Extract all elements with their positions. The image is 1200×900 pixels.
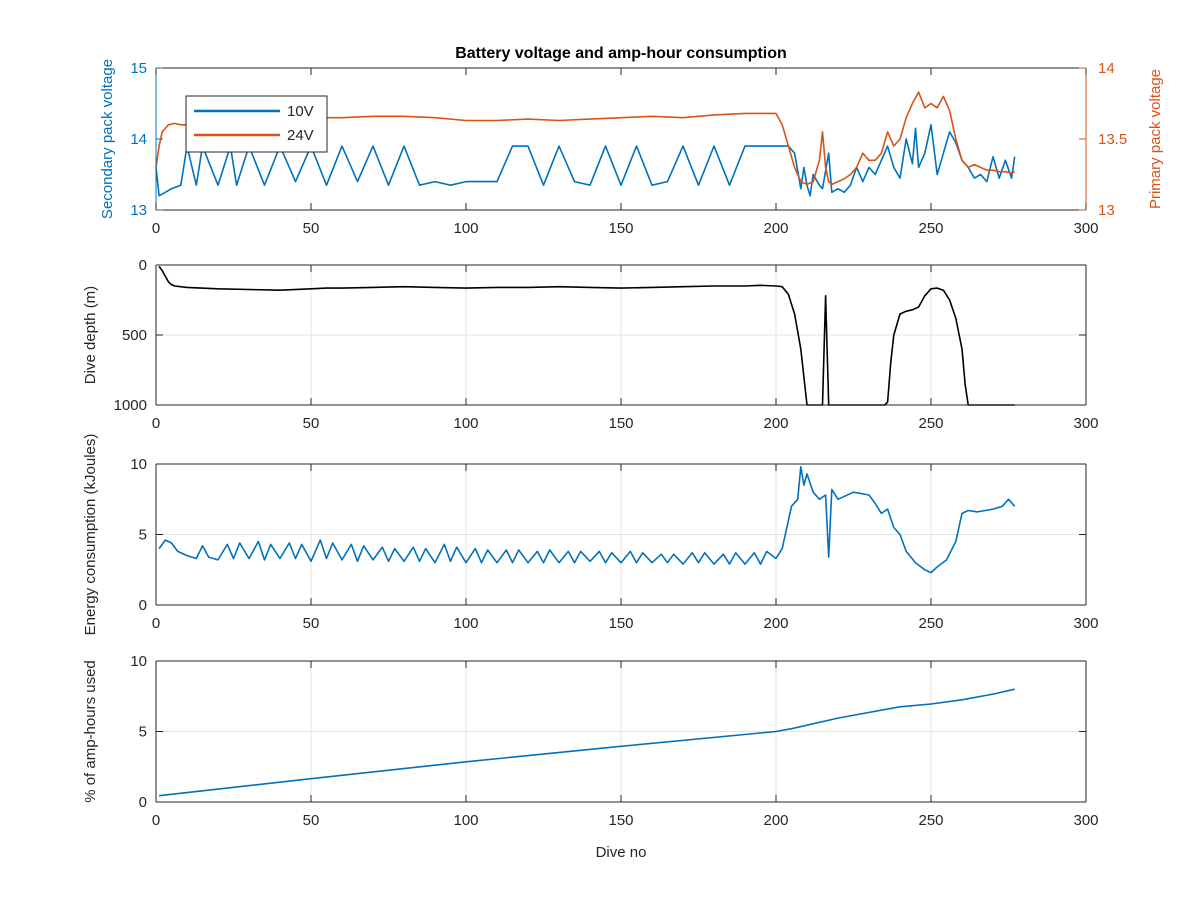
x-tick-label: 200 [763,812,788,829]
y-tick-label: 500 [122,327,147,344]
subplot-3: 0 50 100 150 200 250 300 0 5 10 Energy consumption… [82,434,1099,636]
x-tick-label: 200 [763,220,788,237]
x-tick-label: 50 [303,812,320,829]
x-tick-label: 250 [918,615,943,632]
y-tick-label: 15 [130,60,147,77]
x-tick-label: 0 [152,220,160,237]
x-tick-label: 50 [303,415,320,432]
series-line-1 [159,688,1015,797]
y-axis-label: Dive depth (m) [82,286,99,384]
x-tick-label: 200 [763,615,788,632]
x-tick-label: 250 [918,220,943,237]
x-tick-label: 300 [1073,415,1098,432]
subplot-1: 0 50 100 150 200 250 3001314151313.514Secondar… [99,59,1164,237]
series-line-24v [155,91,1016,186]
x-tick-label: 0 [152,812,160,829]
y-axis-label: Secondary pack voltage [99,59,116,219]
series-line-1 [158,465,1016,574]
y-right-tick-label: 13 [1098,202,1115,219]
legend-box [185,95,328,153]
y-tick-label: 13 [130,202,147,219]
x-tick-label: 50 [303,615,320,632]
x-tick-label: 100 [453,615,478,632]
x-axis-label: Dive no [596,844,647,861]
x-tick-label: 150 [608,220,633,237]
y-tick-label: 14 [130,131,147,148]
x-tick-label: 300 [1073,615,1098,632]
legend-label-10v: 10V [287,103,314,120]
figure-title: Battery voltage and amp-hour consumption [455,45,787,62]
series-line-1 [158,265,1015,406]
x-tick-label: 300 [1073,220,1098,237]
x-tick-label: 0 [152,415,160,432]
x-tick-label: 0 [152,615,160,632]
series-line-10v [155,124,1016,197]
y-axis-label: % of amp-hours used [82,660,99,803]
y-right-tick-label: 13.5 [1098,131,1127,148]
x-tick-label: 250 [918,415,943,432]
subplot-4: 0 50 100 150 200 250 300 0 5 10 % of amp-hours use… [82,653,1099,861]
x-tick-label: 250 [918,812,943,829]
y-tick-label: 0 [139,794,147,811]
y-axis-label: Energy consumption (kJoules) [82,434,99,636]
subplots: 0 50 100 150 200 250 3001314151313.514Secondar… [82,59,1164,861]
x-tick-label: 300 [1073,812,1098,829]
x-tick-label: 150 [608,615,633,632]
y-tick-label: 10 [130,653,147,670]
y-tick-label: 5 [139,724,147,741]
x-tick-label: 50 [303,220,320,237]
subplot-2: 0 50 100 150 200 250 300 0 500 1000 Dive depth (m) [82,257,1099,432]
y-tick-label: 0 [139,257,147,274]
y-tick-label: 5 [139,527,147,544]
x-tick-label: 100 [453,415,478,432]
x-tick-label: 100 [453,220,478,237]
y-axis-right-label: Primary pack voltage [1147,69,1164,209]
x-tick-label: 150 [608,812,633,829]
x-tick-label: 200 [763,415,788,432]
x-tick-label: 150 [608,415,633,432]
y-tick-label: 10 [130,456,147,473]
y-tick-label: 0 [139,597,147,614]
y-right-tick-label: 14 [1098,60,1115,77]
y-tick-label: 1000 [114,397,147,414]
legend-label-24v: 24V [287,127,314,144]
x-tick-label: 100 [453,812,478,829]
